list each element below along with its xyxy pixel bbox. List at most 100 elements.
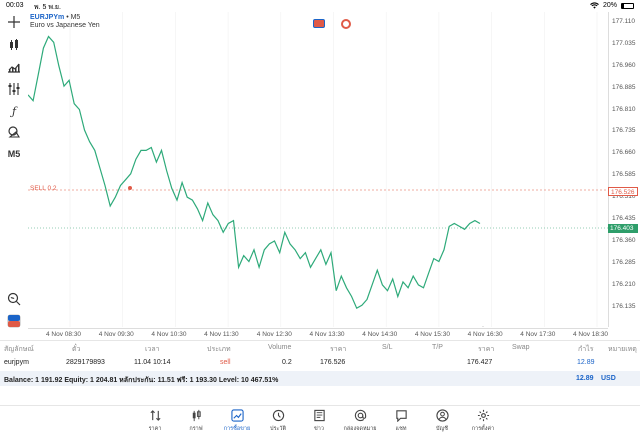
function-icon[interactable]: ƒ [11, 104, 17, 118]
row-ticket: 2829179893 [66, 359, 105, 366]
x-tick-label: 4 Nov 12:30 [256, 331, 292, 338]
account-summary: Balance: 1 191.92 Equity: 1 204.81 หลักป… [0, 371, 640, 386]
x-tick-label: 4 Nov 16:30 [467, 331, 503, 338]
x-tick-label: 4 Nov 09:30 [98, 331, 134, 338]
y-tick-label: 176.285 [612, 258, 636, 266]
y-tick-label: 176.810 [612, 105, 636, 113]
x-tick-label: 4 Nov 10:30 [151, 331, 187, 338]
tab-chart[interactable]: กราฟ [179, 409, 213, 433]
settings-icon [477, 409, 489, 422]
objects-icon[interactable] [6, 124, 22, 140]
y-tick-label: 176.210 [612, 280, 636, 288]
trade-row[interactable]: eurjpym 2829179893 11.04 10:14 sell 0.2 … [0, 356, 640, 370]
depth-of-market-icon[interactable] [341, 19, 351, 29]
indicators-icon[interactable] [6, 59, 22, 75]
summary-text: Balance: 1 191.92 Equity: 1 204.81 หลักป… [4, 377, 279, 384]
x-tick-label: 4 Nov 17:30 [520, 331, 556, 338]
header-current-price: ราคา [478, 346, 495, 353]
tab-label: การตั้งค่า [471, 426, 495, 432]
tab-news[interactable]: ข่าว [302, 409, 336, 433]
chart-area[interactable] [27, 12, 608, 330]
tab-account[interactable]: บัญชี [425, 409, 459, 433]
x-tick-label: 4 Nov 18:30 [573, 331, 609, 338]
y-tick-label: 176.360 [612, 237, 636, 245]
settings-sliders-icon[interactable] [6, 81, 22, 97]
account-icon [435, 409, 449, 422]
mail-icon [354, 409, 366, 422]
tab-settings[interactable]: การตั้งค่า [466, 409, 500, 433]
tab-trade[interactable]: การซื้อขาย [220, 409, 254, 433]
candles-icon [192, 409, 201, 422]
zoom-icon[interactable] [6, 291, 22, 307]
tab-mailbox[interactable]: กล่องจดหมาย [343, 409, 377, 433]
y-tick-label: 176.735 [612, 127, 636, 135]
trade-icon [230, 409, 244, 422]
header-tp: T/P [432, 344, 443, 351]
row-volume: 0.2 [282, 359, 292, 366]
x-tick-label: 4 Nov 13:30 [309, 331, 345, 338]
sell-order-label[interactable]: SELL 0.2 [30, 185, 57, 192]
time-axis: 4 Nov 08:30 4 Nov 09:30 4 Nov 10:30 4 Nov 1… [28, 328, 608, 338]
header-price: ราคา [330, 346, 347, 353]
wifi-icon [590, 2, 599, 9]
row-current-price: 176.427 [467, 359, 493, 366]
header-time: เวลา [145, 346, 160, 353]
header-sl: S/L [382, 344, 393, 351]
y-tick-label: 176.585 [612, 171, 636, 179]
y-tick-label: 176.960 [612, 61, 636, 69]
tab-label: กล่องจดหมาย [343, 426, 377, 432]
quick-trade-icon[interactable] [313, 19, 325, 28]
timeframe-button[interactable]: M5 [7, 149, 21, 159]
chart-type-icon[interactable] [6, 37, 22, 53]
bid-price-tag: 176.403 [608, 224, 638, 233]
crosshair-icon[interactable] [6, 14, 22, 30]
y-tick-label: 176.660 [612, 149, 636, 157]
summary-currency: USD [601, 375, 616, 382]
sell-entry-marker [128, 186, 132, 190]
news-icon [313, 409, 325, 422]
y-tick-label: 176.510 [612, 193, 636, 200]
y-tick-label: 176.885 [612, 83, 636, 91]
tab-chat[interactable]: แชท [384, 409, 418, 433]
header-profit: กำไร [578, 346, 594, 353]
x-tick-label: 4 Nov 11:30 [204, 331, 239, 338]
chart-timeframe: M5 [70, 14, 81, 21]
price-chart[interactable] [27, 12, 608, 330]
x-tick-label: 4 Nov 14:30 [362, 331, 398, 338]
y-tick-label: 176.435 [612, 215, 636, 223]
x-tick-label: 4 Nov 08:30 [46, 331, 82, 338]
bottom-tab-bar: ราคา กราฟ การซื้อขาย ประวัติ ข่าว กล่องจ… [0, 405, 640, 447]
header-swap: Swap [512, 344, 530, 351]
x-grid [69, 12, 598, 327]
battery-percent: 20% [602, 2, 617, 9]
header-volume: Volume [268, 344, 292, 351]
chart-header: EURJPYm • M5 [30, 14, 80, 21]
trade-table-header: สัญลักษณ์ ตั๋ว เวลา ประเภท Volume ราคา S… [0, 340, 640, 354]
summary-total: 12.89 [576, 375, 594, 382]
shift-marker-icon[interactable] [480, 326, 486, 330]
tab-label: ราคา [148, 426, 162, 432]
header-ticket: ตั๋ว [72, 346, 81, 353]
chart-toolbar: ƒ M5 [0, 12, 28, 332]
status-right: 20% [590, 2, 634, 9]
chart-top-icons [313, 19, 351, 29]
tab-label: ข่าว [314, 426, 324, 432]
chart-description: Euro vs Japanese Yen [30, 22, 100, 29]
one-click-trading-icon[interactable] [6, 313, 22, 329]
arrows-icon [149, 410, 161, 421]
x-tick-label: 4 Nov 15:30 [414, 331, 450, 338]
y-tick-label: 177.035 [612, 39, 636, 47]
battery-icon [621, 2, 634, 9]
status-bar: 00:03 พ. 5 พ.ย. 20% [0, 0, 640, 12]
header-symbol: สัญลักษณ์ [4, 346, 34, 353]
row-time: 11.04 10:14 [134, 359, 171, 366]
chart-symbol[interactable]: EURJPYm [30, 14, 65, 21]
tab-label: แชท [395, 426, 407, 432]
tab-label: กราฟ [189, 426, 203, 432]
price-line [27, 35, 481, 310]
status-time: 00:03 [6, 2, 24, 9]
battery-fill [622, 3, 625, 8]
tab-quotes[interactable]: ราคา [138, 409, 172, 433]
header-type: ประเภท [207, 346, 231, 353]
tab-history[interactable]: ประวัติ [261, 409, 295, 433]
